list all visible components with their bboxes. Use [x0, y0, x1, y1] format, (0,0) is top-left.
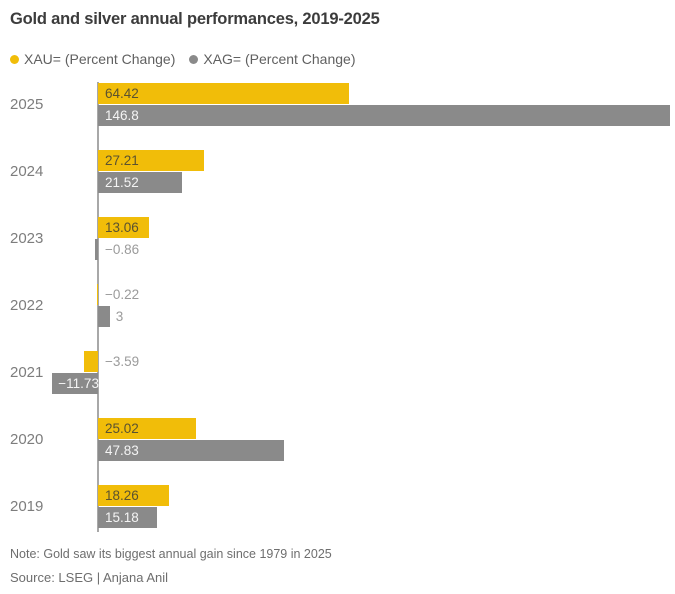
bar-value-xau-2023: 13.06: [105, 220, 139, 235]
legend-dot-silver-icon: [189, 54, 199, 64]
bar-value-xag-2025: 146.8: [105, 108, 139, 123]
year-label-2020: 2020: [10, 431, 44, 448]
bar-xau-2025: [98, 83, 350, 104]
year-label-2024: 2024: [10, 163, 44, 180]
bar-value-xau-2025: 64.42: [105, 86, 139, 101]
bar-value-xag-2019: 15.18: [105, 510, 139, 525]
bar-xag-2023: [94, 239, 98, 260]
bar-value-xau-2022: −0.22: [105, 287, 140, 302]
bar-xau-2019: [98, 485, 170, 506]
chart-title: Gold and silver annual performances, 201…: [10, 10, 380, 28]
bar-xag-2024: [98, 172, 182, 193]
bar-value-xau-2024: 27.21: [105, 153, 139, 168]
legend-item-xau: XAU= (Percent Change): [10, 51, 175, 67]
legend-label-xag: XAG= (Percent Change): [203, 51, 356, 67]
year-label-2022: 2022: [10, 297, 44, 314]
bar-xag-2019: [98, 507, 158, 528]
year-label-2025: 2025: [10, 96, 44, 113]
bar-value-xag-2020: 47.83: [105, 443, 139, 458]
legend-dot-gold-icon: [10, 54, 19, 64]
year-label-2019: 2019: [10, 498, 44, 515]
bar-value-xau-2021: −3.59: [105, 354, 140, 369]
bar-value-xag-2022: 3: [115, 309, 124, 324]
bar-xau-2021: [84, 351, 98, 372]
legend: XAU= (Percent Change) XAG= (Percent Chan…: [10, 51, 356, 67]
bar-value-xag-2024: 21.52: [105, 175, 139, 190]
bar-value-xau-2019: 18.26: [105, 488, 139, 503]
bar-xag-2025: [98, 105, 671, 126]
source-text: Source: LSEG | Anjana Anil: [10, 570, 169, 585]
bar-xau-2020: [98, 418, 196, 439]
note-text: Note: Gold saw its biggest annual gain s…: [10, 547, 332, 561]
bar-xau-2023: [98, 217, 149, 238]
bar-value-xag-2023: −0.86: [105, 242, 140, 257]
bar-xag-2021: [52, 373, 98, 394]
year-label-2023: 2023: [10, 230, 44, 247]
bar-xag-2022: [98, 306, 110, 327]
legend-item-xag: XAG= (Percent Change): [189, 51, 356, 67]
bar-xau-2024: [98, 150, 205, 171]
year-label-2021: 2021: [10, 364, 44, 381]
bar-xag-2020: [98, 440, 285, 461]
bar-value-xau-2020: 25.02: [105, 421, 139, 436]
bar-xau-2022: [97, 284, 98, 305]
bar-value-xag-2021: −11.73: [58, 376, 99, 391]
legend-label-xau: XAU= (Percent Change): [24, 51, 176, 67]
